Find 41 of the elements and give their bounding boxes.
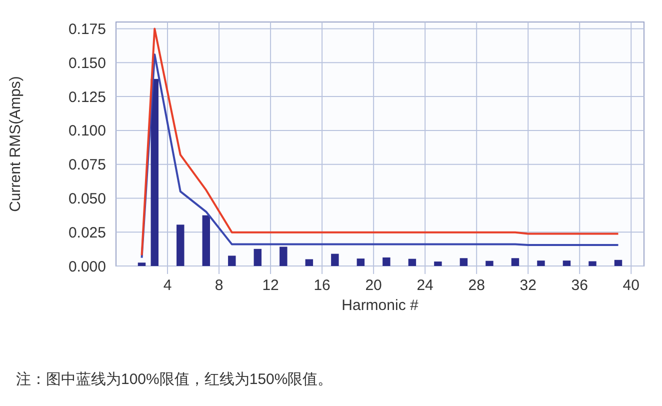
y-tick-label: 0.175 (68, 21, 106, 38)
y-tick-label: 0.075 (68, 156, 106, 174)
x-tick-label: 16 (314, 277, 330, 294)
bar (486, 260, 494, 266)
x-tick-label: 36 (571, 277, 588, 294)
y-tick-label: 0.050 (68, 190, 106, 208)
x-tick-label: 4 (163, 277, 172, 294)
y-tick-label: 0.100 (68, 122, 106, 140)
x-axis-title: Harmonic # (342, 297, 419, 314)
bar (150, 78, 158, 266)
y-tick-label: 0.150 (68, 54, 106, 72)
bar (356, 258, 365, 266)
bar (460, 258, 468, 266)
bar (434, 262, 442, 266)
y-axis-title: Current RMS(Amps) (7, 76, 24, 212)
bar (331, 254, 339, 266)
x-tick-label: 28 (468, 277, 485, 294)
text: 注：图中蓝线为100%限值，红线为150%限值。 (16, 371, 333, 388)
bar (176, 224, 184, 266)
bar (408, 258, 416, 266)
bar (138, 262, 146, 266)
y-tick-label: 0.000 (68, 258, 106, 276)
bar (562, 260, 571, 266)
x-tick-label: 32 (520, 277, 536, 294)
bar (202, 215, 210, 266)
bar (254, 248, 262, 266)
bar (305, 259, 314, 266)
x-tick-label: 8 (214, 277, 224, 294)
bar (511, 258, 520, 266)
y-tick-label: 0.125 (68, 88, 106, 106)
bar (537, 260, 545, 266)
bar (280, 246, 288, 266)
bar (382, 257, 390, 266)
bar (614, 260, 622, 266)
y-tick-label: 0.025 (68, 224, 106, 242)
bar (228, 256, 236, 266)
x-tick-label: 24 (416, 277, 434, 294)
x-tick-label: 40 (622, 277, 640, 294)
x-tick-label: 20 (365, 277, 382, 294)
bar (588, 261, 596, 266)
x-tick-label: 12 (262, 277, 279, 294)
